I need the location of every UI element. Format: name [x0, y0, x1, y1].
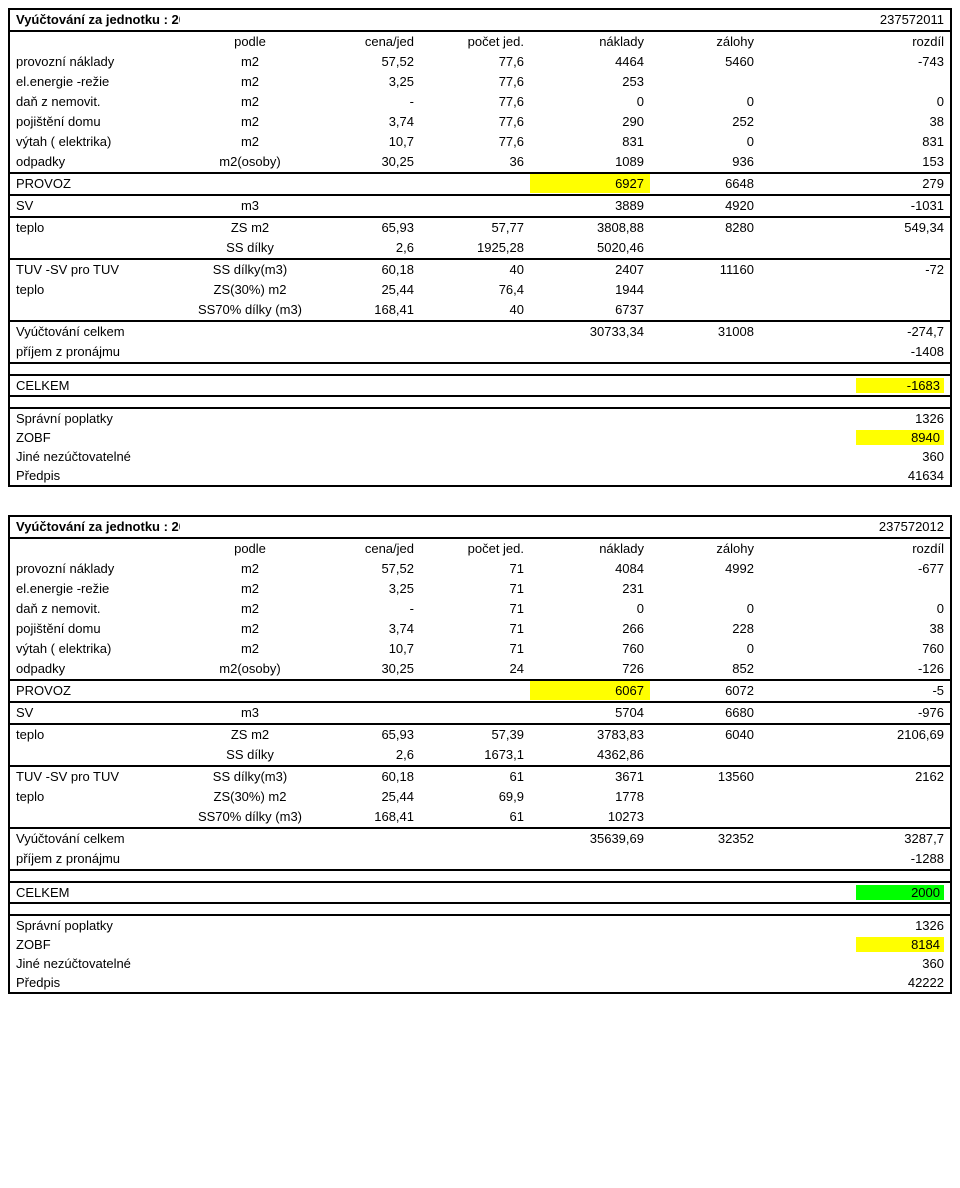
row-zobf: ZOBF 8184: [10, 935, 950, 954]
row-odpadky: odpadky m2(osoby) 30,25 36 1089 936 153: [10, 152, 950, 172]
hdr-rozdil: rozdíl: [760, 32, 950, 51]
row-teplo-zs: teplo ZS m2 65,93 57,77 3808,88 8280 549…: [10, 216, 950, 238]
row-jine: Jiné nezúčtovatelné 360: [10, 447, 950, 466]
row-tuv-ss70: SS70% dílky (m3) 168,41 40 6737: [10, 300, 950, 320]
hdr-cena: cena/jed: [320, 32, 420, 51]
row-provoz: PROVOZ 6067 6072 -5: [10, 679, 950, 701]
hdr-podle: podle: [180, 32, 320, 51]
billing-table-1: Vyúčtování za jednotku : 2010 237572011 …: [8, 8, 952, 487]
celkem-value: 2000: [856, 885, 944, 900]
row-jine: Jiné nezúčtovatelné 360: [10, 954, 950, 973]
row-prijem: příjem z pronájmu -1288: [10, 849, 950, 869]
zobf-value: 8940: [856, 430, 944, 445]
row-celkem: CELKEM -1683: [10, 374, 950, 395]
row-prijem: příjem z pronájmu -1408: [10, 342, 950, 362]
row-dan: daň z nemovit. m2 - 77,6 0 0 0: [10, 92, 950, 112]
row-spravni: Správní poplatky 1326: [10, 407, 950, 428]
hdr-zalohy: zálohy: [650, 32, 760, 51]
row-vytah: výtah ( elektrika) m2 10,7 77,6 831 0 83…: [10, 132, 950, 152]
row-zobf: ZOBF 8940: [10, 428, 950, 447]
row-provoz: PROVOZ 6927 6648 279: [10, 172, 950, 194]
row-teplo-zs: teplo ZS m2 65,93 57,39 3783,83 6040 210…: [10, 723, 950, 745]
row-sv: SV m3 3889 4920 -1031: [10, 194, 950, 216]
provoz-naklady: 6067: [530, 681, 650, 700]
header-row: podle cena/jed počet jed. náklady zálohy…: [10, 30, 950, 52]
row-provozni: provozní náklady m2 57,52 77,6 4464 5460…: [10, 52, 950, 72]
row-spravni: Správní poplatky 1326: [10, 914, 950, 935]
zobf-value: 8184: [856, 937, 944, 952]
row-tuv-zs30: teplo ZS(30%) m2 25,44 76,4 1944: [10, 280, 950, 300]
row-pojisteni: pojištění domu m2 3,74 71 266 228 38: [10, 619, 950, 639]
celkem-value: -1683: [856, 378, 944, 393]
billing-table-2: Vyúčtování za jednotku : 2010 237572012 …: [8, 515, 952, 994]
row-pojisteni: pojištění domu m2 3,74 77,6 290 252 38: [10, 112, 950, 132]
row-el: el.energie -režie m2 3,25 77,6 253: [10, 72, 950, 92]
row-vytah: výtah ( elektrika) m2 10,7 71 760 0 760: [10, 639, 950, 659]
row-dan: daň z nemovit. m2 - 71 0 0 0: [10, 599, 950, 619]
title-label: Vyúčtování za jednotku : 2010: [10, 10, 180, 29]
row-celkem: CELKEM 2000: [10, 881, 950, 902]
row-predpis: Předpis 42222: [10, 973, 950, 992]
row-provozni: provozní náklady m2 57,52 71 4084 4992 -…: [10, 559, 950, 579]
row-vyuct: Vyúčtování celkem 35639,69 32352 3287,7: [10, 827, 950, 849]
title-label: Vyúčtování za jednotku : 2010: [10, 517, 180, 536]
provoz-naklady: 6927: [530, 174, 650, 193]
row-el: el.energie -režie m2 3,25 71 231: [10, 579, 950, 599]
row-tuv-ss: TUV -SV pro TUV SS dílky(m3) 60,18 40 24…: [10, 258, 950, 280]
hdr-pocet: počet jed.: [420, 32, 530, 51]
row-tuv-ss70: SS70% dílky (m3) 168,41 61 10273: [10, 807, 950, 827]
row-teplo-ss: SS dílky 2,6 1925,28 5020,46: [10, 238, 950, 258]
row-sv: SV m3 5704 6680 -976: [10, 701, 950, 723]
hdr-naklady: náklady: [530, 32, 650, 51]
title-id: 237572011: [760, 10, 950, 29]
row-teplo-ss: SS dílky 2,6 1673,1 4362,86: [10, 745, 950, 765]
row-tuv-ss: TUV -SV pro TUV SS dílky(m3) 60,18 61 36…: [10, 765, 950, 787]
row-vyuct: Vyúčtování celkem 30733,34 31008 -274,7: [10, 320, 950, 342]
title-row: Vyúčtování za jednotku : 2010 237572012: [10, 517, 950, 537]
row-tuv-zs30: teplo ZS(30%) m2 25,44 69,9 1778: [10, 787, 950, 807]
header-row: podle cena/jed počet jed. náklady zálohy…: [10, 537, 950, 559]
title-id: 237572012: [760, 517, 950, 536]
title-row: Vyúčtování za jednotku : 2010 237572011: [10, 10, 950, 30]
row-odpadky: odpadky m2(osoby) 30,25 24 726 852 -126: [10, 659, 950, 679]
row-predpis: Předpis 41634: [10, 466, 950, 485]
